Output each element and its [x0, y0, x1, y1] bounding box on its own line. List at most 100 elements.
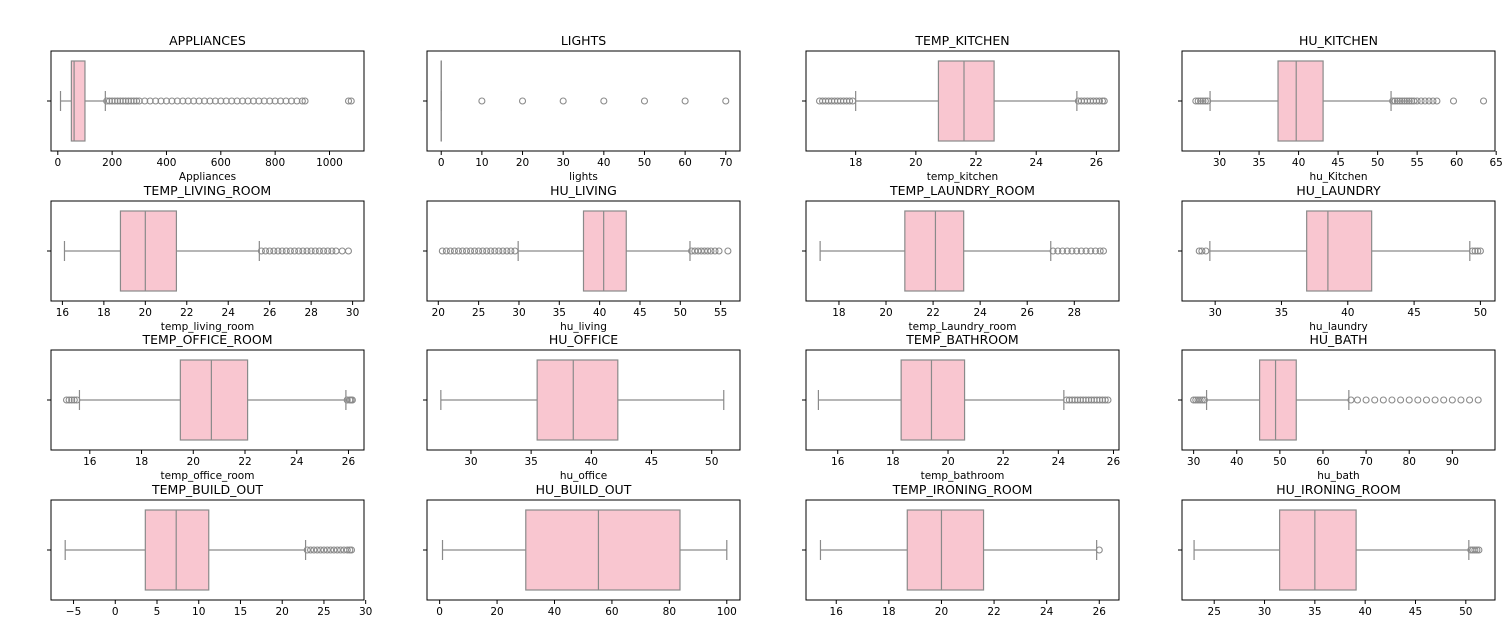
x-tick-label: 60 — [1316, 456, 1329, 468]
outlier-point — [491, 247, 499, 255]
outlier-point — [195, 97, 203, 105]
outlier-point — [1474, 247, 1482, 255]
x-tick-label: 20 — [516, 157, 529, 169]
outlier-point — [479, 247, 487, 255]
outlier-point — [347, 97, 355, 105]
x-tick-label: 20 — [941, 456, 954, 468]
outlier-point — [206, 97, 214, 105]
outlier-point — [303, 247, 311, 255]
outlier-point — [1431, 396, 1439, 404]
outlier-point — [1414, 396, 1422, 404]
x-tick-label: 0 — [438, 157, 445, 169]
x-tick-label: 80 — [1403, 456, 1416, 468]
x-tick-label: 18 — [135, 456, 148, 468]
outlier-point — [343, 396, 351, 404]
subplot: TEMP_OFFICE_ROOM 16 18 20 22 24 26 temp_office_… — [47, 332, 365, 482]
outlier-point — [711, 247, 719, 255]
x-tick-label: 30 — [1208, 307, 1221, 319]
x-tick-label: 18 — [886, 456, 899, 468]
x-tick-label: 24 — [1030, 157, 1044, 169]
outlier-point — [559, 97, 567, 105]
axes-frame — [50, 499, 365, 601]
outlier-point — [1199, 97, 1207, 105]
outlier-point — [249, 97, 257, 105]
outlier-point — [1393, 97, 1401, 105]
x-tick-label: 30 — [359, 606, 372, 618]
outlier-point — [1204, 97, 1212, 105]
axes-frame — [426, 349, 741, 451]
outlier-point — [119, 97, 127, 105]
outlier-point — [1425, 97, 1433, 105]
outlier-point — [1201, 97, 1209, 105]
outlier-point — [320, 247, 328, 255]
outlier-point — [146, 97, 154, 105]
axes-frame — [1181, 200, 1496, 302]
outlier-point — [1466, 396, 1474, 404]
outlier-point — [124, 97, 132, 105]
outlier-point — [849, 97, 857, 105]
x-tick-label: 55 — [714, 307, 727, 319]
outlier-point — [1077, 247, 1085, 255]
subplot: APPLIANCES 0 200 400 600 800 1000 Appliances — [47, 33, 365, 183]
outlier-point — [122, 97, 130, 105]
x-tick-label: 20 — [490, 606, 503, 618]
outlier-point — [337, 546, 345, 554]
outlier-point — [1362, 396, 1370, 404]
outlier-point — [1475, 546, 1483, 554]
x-tick-label: 30 — [1258, 606, 1271, 618]
outlier-point — [1389, 97, 1397, 105]
outlier-point — [344, 247, 353, 255]
outlier-point — [495, 247, 503, 255]
x-tick-label: 90 — [1446, 456, 1459, 468]
outlier-point — [1421, 97, 1429, 105]
outlier-point — [328, 247, 336, 255]
x-tick-label: 80 — [663, 606, 676, 618]
subplot: HU_LIVING 20 25 30 35 40 45 50 55 hu_living — [423, 183, 741, 333]
axes-frame — [1181, 499, 1496, 601]
outlier-point — [238, 97, 247, 105]
axes-frame — [805, 200, 1120, 302]
outlier-point — [266, 97, 274, 105]
x-tick-label: 18 — [832, 307, 845, 319]
x-tick-label: 40 — [1358, 606, 1371, 618]
x-tick-label: 16 — [830, 606, 844, 618]
iqr-box — [1259, 359, 1297, 441]
outlier-point — [152, 97, 160, 105]
x-tick-label: 30 — [512, 307, 525, 319]
x-tick-label: 35 — [1252, 157, 1265, 169]
x-tick-label: 26 — [1107, 456, 1121, 468]
outlier-point — [333, 546, 341, 554]
x-tick-label: 18 — [849, 157, 862, 169]
outlier-point — [1068, 247, 1076, 255]
x-tick-label: 25 — [1208, 606, 1221, 618]
x-tick-label: 26 — [1021, 307, 1035, 319]
outlier-point — [301, 97, 309, 105]
axes-frame — [426, 200, 741, 302]
outlier-point — [467, 247, 475, 255]
outlier-point — [347, 546, 356, 554]
outlier-point — [1388, 396, 1396, 404]
x-tick-label: 50 — [674, 307, 687, 319]
x-tick-label: 0 — [112, 606, 119, 618]
x-axis-label: temp_kitchen — [927, 171, 998, 183]
x-tick-label: 40 — [585, 456, 598, 468]
subplot: TEMP_BUILD_OUT −5 0 5 10 15 20 25 30 — [47, 482, 372, 618]
outlier-point — [127, 97, 135, 105]
outlier-point — [475, 247, 483, 255]
outlier-point — [1099, 247, 1108, 255]
axes-frame — [426, 50, 741, 152]
x-tick-label: 35 — [1308, 606, 1321, 618]
iqr-box — [179, 359, 249, 441]
outlier-point — [65, 396, 73, 404]
subplot-title: HU_BUILD_OUT — [536, 482, 632, 497]
outlier-point — [228, 97, 236, 105]
outlier-point — [179, 97, 187, 105]
x-tick-label: 20 — [432, 307, 445, 319]
outlier-point — [1457, 396, 1465, 404]
x-tick-label: 20 — [879, 307, 892, 319]
outlier-point — [1405, 396, 1413, 404]
outlier-point — [141, 97, 149, 105]
outlier-point — [338, 247, 346, 255]
outlier-point — [1448, 396, 1456, 404]
outlier-point — [103, 97, 111, 105]
